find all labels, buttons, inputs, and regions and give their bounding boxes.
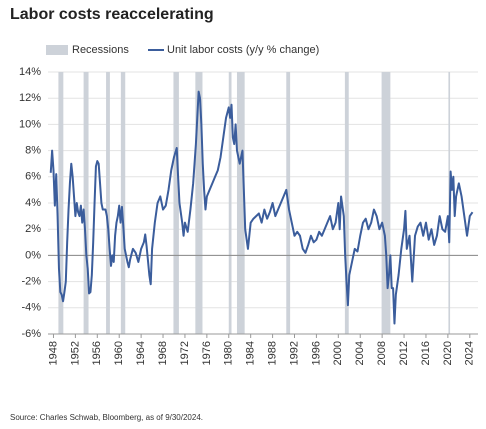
y-tick-label: -4% [21, 302, 41, 314]
recession-band [228, 72, 232, 334]
x-tick-label: 1988 [266, 341, 278, 365]
recession-band [236, 72, 245, 334]
y-tick-label: 14% [19, 66, 41, 78]
x-tick-label: 1980 [223, 341, 235, 365]
y-tick-label: 8% [25, 145, 41, 157]
x-tick-label: 1948 [47, 341, 59, 365]
source-note: Source: Charles Schwab, Bloomberg, as of… [10, 413, 203, 422]
x-tick-label: 1964 [135, 341, 147, 365]
x-tick-label: 1984 [245, 341, 257, 365]
x-tick-label: 1992 [288, 341, 300, 365]
x-tick-label: 2004 [354, 341, 366, 365]
y-tick-label: 12% [19, 92, 41, 104]
x-tick-label: 1956 [91, 341, 103, 365]
recession-band [381, 72, 391, 334]
y-tick-label: 10% [19, 118, 41, 130]
data-line [49, 90, 474, 325]
x-tick-label: 2012 [398, 341, 410, 365]
y-tick-label: -6% [21, 328, 41, 340]
chart-title: Labor costs reaccelerating [10, 6, 214, 23]
x-tick-label: 1960 [113, 341, 125, 365]
recession-band [120, 72, 126, 334]
legend-swatch [46, 45, 68, 55]
x-tick-label: 1968 [157, 341, 169, 365]
y-tick-label: 6% [25, 171, 41, 183]
x-tick-label: 2020 [442, 341, 454, 365]
recession-band [58, 72, 64, 334]
y-tick-label: 0% [25, 249, 41, 261]
recession-band [195, 72, 203, 334]
recession-band [106, 72, 110, 334]
x-tick-label: 2000 [332, 341, 344, 365]
legend-label: Recessions [72, 44, 129, 56]
y-tick-label: 4% [25, 197, 41, 209]
recession-band [83, 72, 89, 334]
x-tick-label: 1976 [201, 341, 213, 365]
y-tick-label: -2% [21, 276, 41, 288]
y-tick-label: 2% [25, 223, 41, 235]
x-tick-label: 2008 [376, 341, 388, 365]
recession-band [344, 72, 349, 334]
recession-band [173, 72, 179, 334]
legend-label: Unit labor costs (y/y % change) [167, 44, 319, 56]
x-tick-label: 1996 [310, 341, 322, 365]
x-tick-label: 2016 [420, 341, 432, 365]
x-tick-label: 1972 [179, 341, 191, 365]
x-tick-label: 2024 [464, 341, 476, 365]
x-tick-label: 1952 [69, 341, 81, 365]
